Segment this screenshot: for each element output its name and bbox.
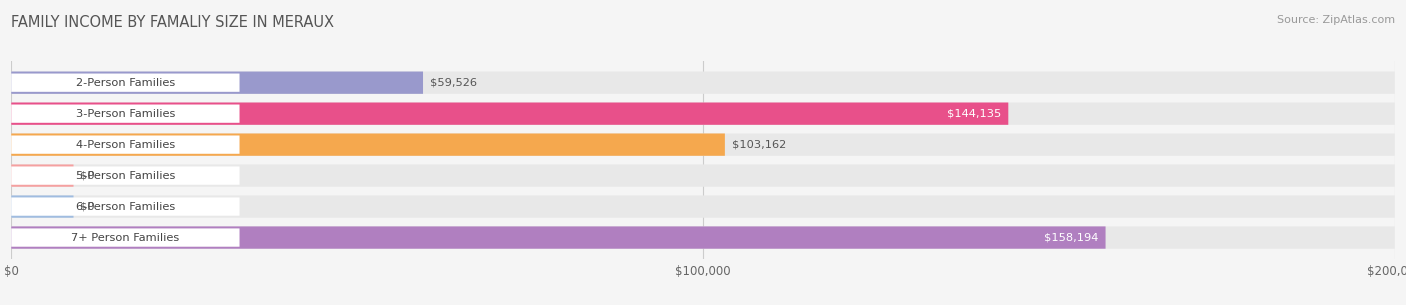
FancyBboxPatch shape bbox=[11, 72, 1395, 94]
Text: $144,135: $144,135 bbox=[948, 109, 1001, 119]
FancyBboxPatch shape bbox=[11, 164, 1395, 187]
FancyBboxPatch shape bbox=[11, 226, 1105, 249]
Text: $158,194: $158,194 bbox=[1045, 233, 1098, 242]
FancyBboxPatch shape bbox=[11, 228, 239, 247]
Text: $0: $0 bbox=[80, 170, 96, 181]
FancyBboxPatch shape bbox=[11, 102, 1008, 125]
FancyBboxPatch shape bbox=[11, 102, 1395, 125]
FancyBboxPatch shape bbox=[11, 164, 73, 187]
FancyBboxPatch shape bbox=[11, 105, 239, 123]
FancyBboxPatch shape bbox=[11, 197, 239, 216]
FancyBboxPatch shape bbox=[11, 226, 1395, 249]
FancyBboxPatch shape bbox=[11, 134, 1395, 156]
Text: 5-Person Families: 5-Person Families bbox=[76, 170, 176, 181]
FancyBboxPatch shape bbox=[11, 196, 1395, 218]
Text: 4-Person Families: 4-Person Families bbox=[76, 140, 174, 150]
Text: Source: ZipAtlas.com: Source: ZipAtlas.com bbox=[1277, 15, 1395, 25]
FancyBboxPatch shape bbox=[11, 72, 423, 94]
FancyBboxPatch shape bbox=[11, 74, 239, 92]
FancyBboxPatch shape bbox=[11, 134, 725, 156]
FancyBboxPatch shape bbox=[11, 196, 73, 218]
Text: 3-Person Families: 3-Person Families bbox=[76, 109, 176, 119]
FancyBboxPatch shape bbox=[11, 135, 239, 154]
Text: 7+ Person Families: 7+ Person Families bbox=[72, 233, 180, 242]
Text: $0: $0 bbox=[80, 202, 96, 212]
Text: FAMILY INCOME BY FAMALIY SIZE IN MERAUX: FAMILY INCOME BY FAMALIY SIZE IN MERAUX bbox=[11, 15, 335, 30]
Text: 2-Person Families: 2-Person Families bbox=[76, 78, 174, 88]
Text: $59,526: $59,526 bbox=[430, 78, 477, 88]
FancyBboxPatch shape bbox=[11, 167, 239, 185]
Text: 6-Person Families: 6-Person Families bbox=[76, 202, 174, 212]
Text: $103,162: $103,162 bbox=[731, 140, 786, 150]
